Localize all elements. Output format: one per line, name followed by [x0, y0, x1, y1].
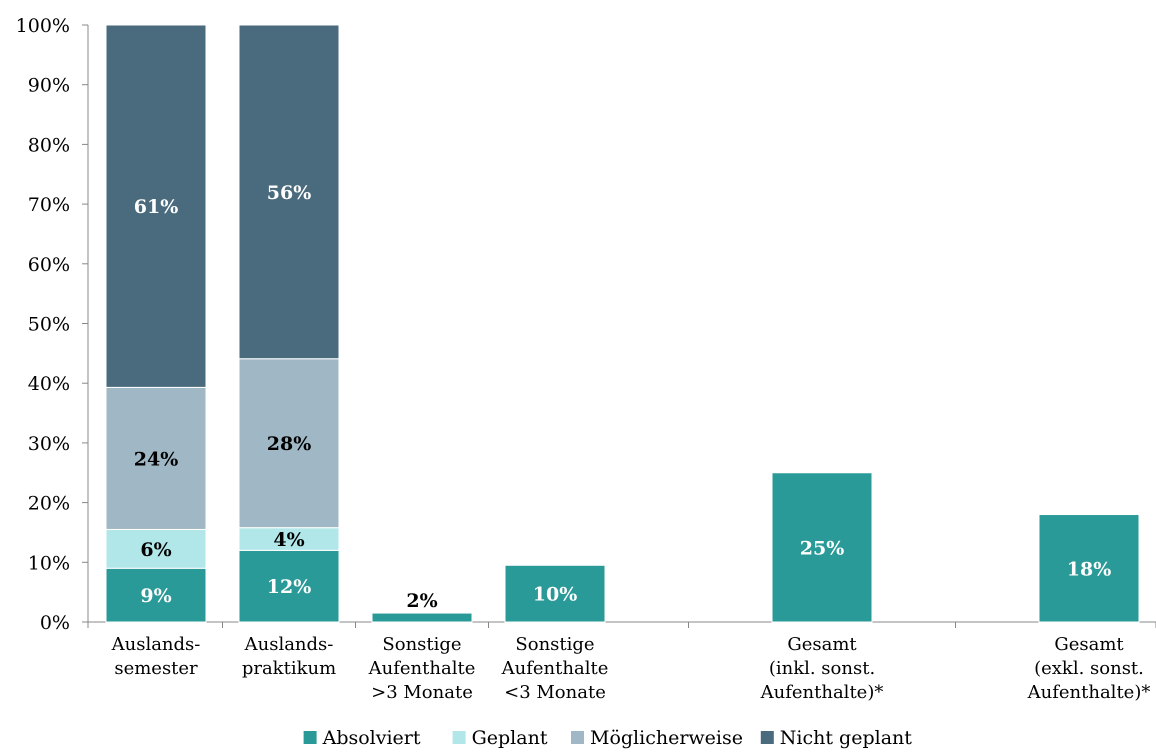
data-label: 2%: [406, 590, 437, 612]
legend-label: Möglicherweise: [590, 727, 743, 749]
legend-swatch: [571, 731, 584, 744]
legend-label: Absolviert: [322, 727, 421, 749]
y-tick-label: 90%: [28, 75, 70, 97]
bar-segment: [504, 564, 606, 623]
data-label: 12%: [267, 576, 312, 598]
category-label: Auslands-praktikum: [242, 634, 336, 679]
y-tick-label: 20%: [28, 493, 70, 515]
data-label: 25%: [800, 537, 845, 559]
legend-label: Geplant: [472, 727, 548, 749]
bars: [105, 24, 1140, 623]
data-label: 61%: [134, 196, 179, 218]
data-label: 6%: [140, 539, 171, 561]
data-label: 28%: [267, 433, 312, 455]
data-label: 9%: [140, 585, 171, 607]
bar-segment: [105, 528, 207, 569]
legend-item: Absolviert: [303, 727, 421, 749]
category-label: Gesamt (inkl. sonst. Aufenthalte)*: [760, 634, 884, 703]
legend-item: Möglicherweise: [571, 727, 743, 749]
y-tick-label: 10%: [28, 552, 70, 574]
legend-swatch: [452, 731, 466, 744]
legend-item: Nicht geplant: [760, 727, 912, 749]
category-label: Sonstige Aufenthalte >3 Monate: [368, 634, 476, 703]
bar-segment: [771, 472, 873, 623]
category-labels: Auslands-semester Auslands-praktikum Sonst…: [111, 634, 1151, 703]
bar-segment: [371, 612, 473, 623]
y-tick-label: 60%: [28, 254, 70, 276]
y-tick-label: 70%: [28, 194, 70, 216]
data-label: 56%: [267, 182, 312, 204]
data-label: 10%: [533, 584, 578, 606]
bar-segment: [105, 386, 207, 530]
y-tick-label: 30%: [28, 433, 70, 455]
category-label: Gesamt (exkl. sonst. Aufenthalte)*: [1027, 634, 1151, 703]
bar-segment: [238, 549, 340, 623]
data-label: 18%: [1067, 558, 1112, 580]
bar-segment: [238, 24, 340, 360]
legend: Absolviert Geplant Möglicherweise Nicht gep…: [303, 727, 912, 749]
legend-swatch: [303, 731, 317, 744]
y-tick-label: 40%: [28, 373, 70, 395]
bar-segment: [105, 24, 207, 388]
y-tick-label: 100%: [16, 15, 70, 37]
category-label: Auslands-semester: [111, 634, 201, 679]
y-tick-label: 80%: [28, 134, 70, 156]
category-label: Sonstige Aufenthalte <3 Monate: [501, 634, 609, 703]
bar-segment: [238, 358, 340, 529]
bar-segment: [1038, 514, 1140, 623]
y-tick-label: 0%: [40, 612, 70, 634]
legend-label: Nicht geplant: [780, 727, 912, 749]
y-tick-label: 50%: [28, 314, 70, 336]
data-label: 24%: [134, 448, 179, 470]
legend-item: Geplant: [452, 727, 548, 749]
data-label: 4%: [273, 529, 304, 551]
legend-swatch: [760, 731, 774, 744]
data-labels: 9% 6% 24% 61% 12% 4% 28% 56% 2% 10% 25% 18%: [134, 182, 1112, 612]
axes: 0% 10% 20% 30% 40% 50% 60% 70% 80% 90% 100%: [16, 15, 1156, 634]
bar-segment: [105, 567, 207, 623]
